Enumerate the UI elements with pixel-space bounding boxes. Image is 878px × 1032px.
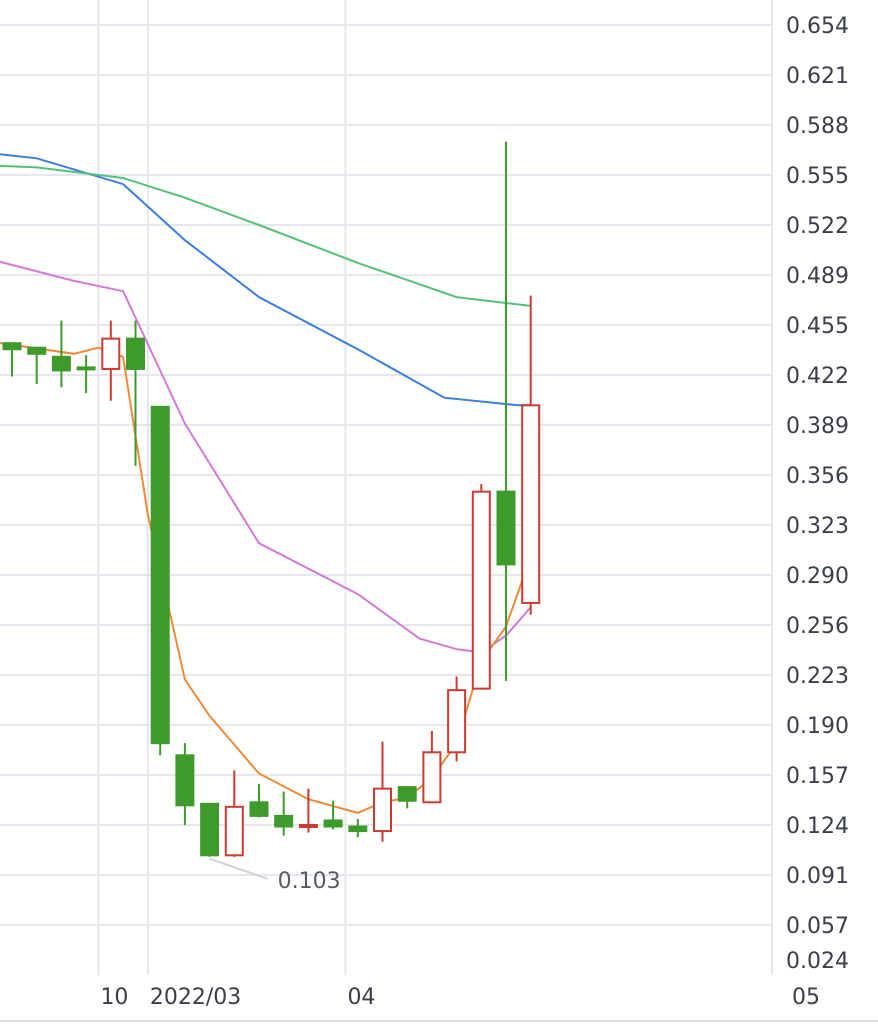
candle (126, 320, 145, 466)
x-tick-label: 04 (347, 985, 375, 1010)
y-tick-label: 0.124 (786, 814, 849, 839)
candle-body (373, 787, 392, 833)
candle-body (397, 786, 417, 802)
candle-body (496, 490, 516, 566)
y-tick-label: 0.323 (786, 514, 849, 539)
candle (373, 741, 392, 842)
candle-body (51, 355, 71, 372)
candle (150, 405, 170, 756)
candle-body (298, 824, 318, 828)
x-tick-label: 10 (100, 985, 128, 1010)
y-tick-label: 0.588 (786, 114, 849, 139)
candle-body (200, 802, 220, 857)
candle (323, 800, 343, 830)
moving-average-line (0, 260, 532, 654)
y-tick-label: 0.223 (786, 664, 849, 689)
low-annotation: 0.103 (278, 869, 341, 894)
candle (2, 342, 22, 377)
y-tick-label: 0.654 (786, 14, 849, 39)
x-axis: 10 2022/03 04 05 (100, 985, 820, 1010)
y-tick-label: 0.621 (786, 64, 849, 89)
candle-body (76, 366, 96, 371)
x-tick-label: 05 (792, 985, 820, 1010)
candle (521, 295, 541, 615)
grid-layer (0, 0, 773, 975)
y-tick-label: 0.522 (786, 214, 849, 239)
y-tick-label: 0.555 (786, 164, 849, 189)
y-tick-label: 0.455 (786, 314, 849, 339)
candle-body (2, 342, 22, 351)
moving-average-line (0, 153, 531, 407)
candle-body (422, 751, 442, 804)
candle (422, 731, 442, 804)
candle (101, 320, 121, 401)
candle (224, 770, 244, 857)
y-tick-label: 0.091 (786, 864, 849, 889)
candle (496, 141, 516, 682)
candle-body (447, 689, 467, 754)
y-axis: 0.654 0.621 0.588 0.555 0.522 0.489 0.455 0.422… (786, 14, 849, 974)
candle (274, 791, 294, 836)
y-tick-label: 0.190 (786, 714, 849, 739)
candle-body (126, 337, 145, 370)
candle (298, 788, 318, 833)
candle-body (101, 337, 121, 370)
y-tick-label: 0.057 (786, 914, 849, 939)
y-tick-label: 0.157 (786, 764, 849, 789)
candle (249, 784, 269, 818)
y-tick-label: 0.356 (786, 464, 849, 489)
candle (397, 786, 417, 809)
candle-body (150, 405, 170, 745)
candle (51, 320, 71, 388)
candle-body (27, 346, 47, 355)
annotation-layer: 0.103 (209, 857, 341, 894)
candle-body (521, 404, 541, 604)
candle-body (249, 801, 269, 817)
candle-body (323, 819, 343, 828)
annotation-leader (209, 857, 268, 880)
y-tick-label: 0.024 (786, 949, 849, 974)
y-tick-label: 0.389 (786, 414, 849, 439)
candle (471, 484, 491, 690)
candle (175, 743, 195, 825)
candle-body (224, 805, 244, 857)
y-tick-label: 0.489 (786, 264, 849, 289)
candle-layer (2, 141, 541, 857)
moving-average-line (0, 164, 531, 307)
candle-body (274, 814, 294, 828)
candle (200, 802, 220, 857)
y-tick-label: 0.422 (786, 364, 849, 389)
candle-body (175, 754, 195, 807)
candle-body (471, 490, 491, 690)
candle-body (348, 825, 368, 833)
candle (447, 676, 467, 762)
candle (76, 355, 96, 394)
x-tick-label: 2022/03 (150, 985, 241, 1010)
y-tick-label: 0.256 (786, 614, 849, 639)
candle (27, 346, 47, 385)
y-tick-label: 0.290 (786, 564, 849, 589)
bottom-border (0, 1020, 878, 1022)
candle (348, 818, 368, 838)
